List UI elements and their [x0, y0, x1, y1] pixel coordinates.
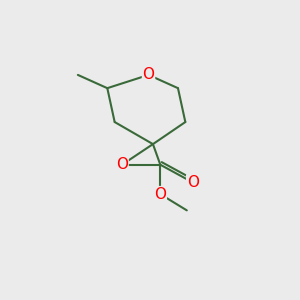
- Text: O: O: [116, 157, 128, 172]
- Text: O: O: [187, 175, 199, 190]
- Text: O: O: [142, 68, 154, 82]
- Text: O: O: [154, 187, 166, 202]
